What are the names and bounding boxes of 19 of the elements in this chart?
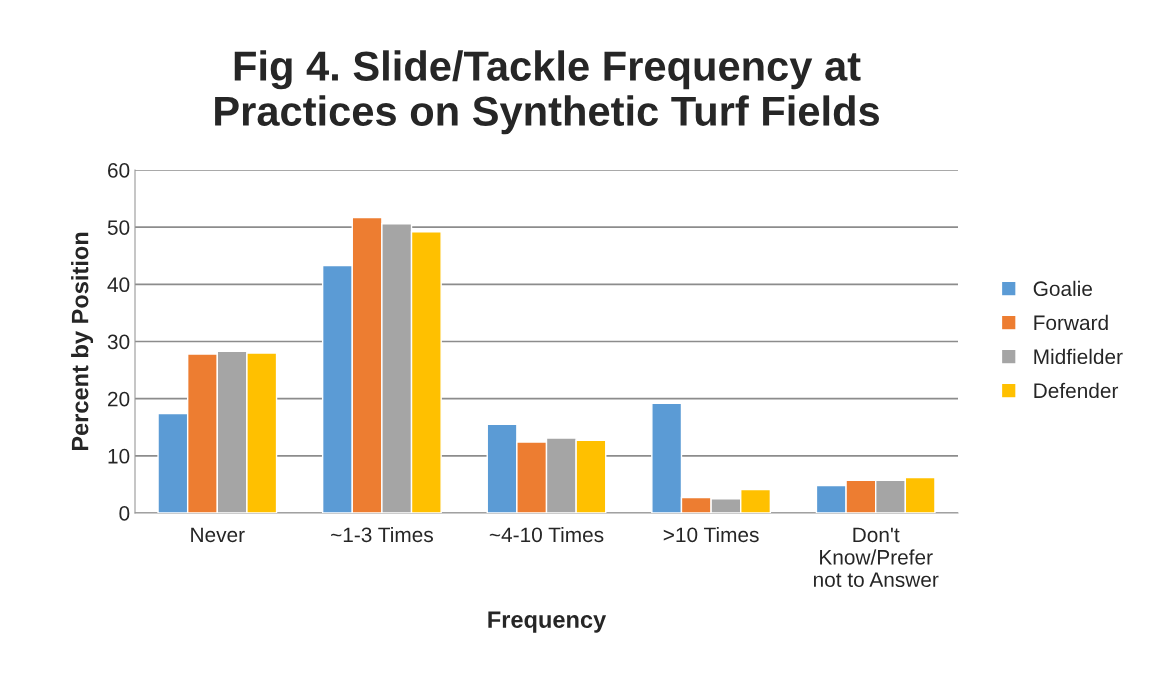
y-tick-label: 30 [107,334,130,350]
x-tick-label: ~4-10 Times [489,526,604,543]
x-tick-label: ~1-3 Times [331,526,433,543]
y-tick-label: 0 [119,506,130,521]
y-tick-label: 10 [108,448,130,464]
y-tick-label: 60 [108,163,130,178]
legend-label: Forward [1034,314,1108,331]
x-tick-label: >10 Times [663,526,759,543]
y-tick-label: 50 [107,220,130,235]
legend-label: Defender [1034,382,1119,399]
x-tick-label: Don't Know/Prefer not to Answer [813,527,939,588]
legend-label: Midfielder [1034,348,1123,365]
y-tick-label: 40 [107,277,130,293]
legend-label: Goalie [1033,280,1092,297]
chart-title: Fig 4. Slide/Tackle Frequency at Practices on Synthetic Turf Fields [215,50,880,135]
x-axis-title: Frequency [488,611,607,633]
y-tick-label: 20 [108,391,130,407]
x-tick-label: Never [191,527,245,543]
y-axis-title: Percent by Position [71,232,94,451]
